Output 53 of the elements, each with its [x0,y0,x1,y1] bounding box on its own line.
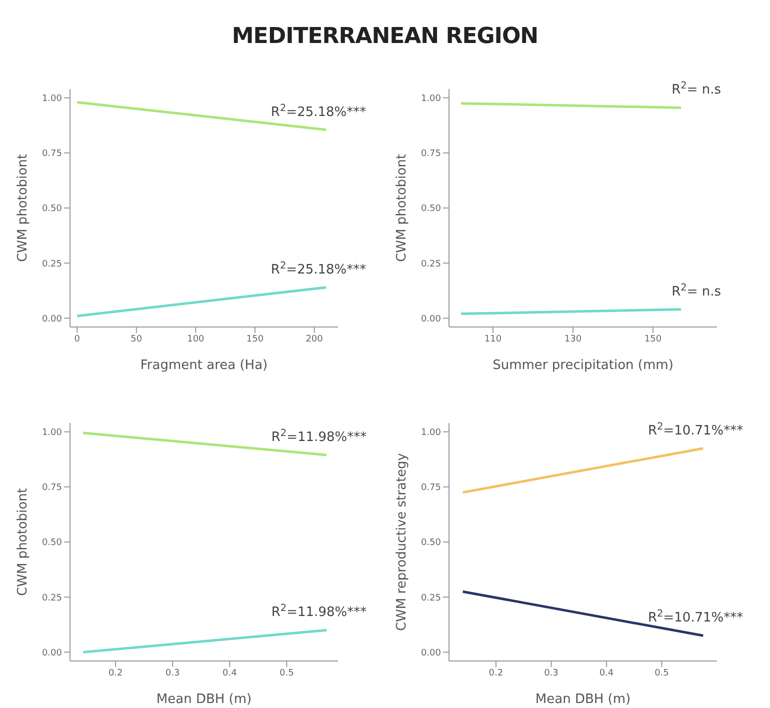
x-tick-label: 0.2 [488,668,504,678]
y-tick-label: 0.25 [420,593,441,604]
annotation: R$^{2}$= n.s [672,282,722,300]
y-tick-label: 0.00 [420,314,442,324]
annotation: R$^{2}$=10.71%*** [648,608,744,626]
y-tick-label: 0.25 [42,259,62,270]
y-axis-title: CWM photobiont [16,488,31,596]
x-tick-label: 0.5 [280,668,294,678]
y-tick-label: 0.00 [42,314,62,324]
annotation: R$^{2}$= n.s [672,80,722,98]
x-tick-label: 150 [644,334,662,344]
annotation: R$^{2}$=11.98%*** [271,427,368,445]
y-tick-label: 1.00 [42,428,62,438]
x-axis-title: Mean DBH (m) [156,692,252,707]
x-tick-label: 0.2 [108,668,123,678]
x-tick-label: 130 [564,334,582,344]
x-tick-label: 0 [74,334,80,344]
y-tick-label: 0.00 [420,648,442,658]
y-tick-label: 0.75 [420,149,441,160]
annotation: R$^{2}$=10.71%*** [648,420,744,438]
y-tick-label: 1.00 [420,94,442,104]
y-tick-label: 1.00 [420,428,442,438]
annotation: R$^{2}$=11.98%*** [271,602,368,620]
y-tick-label: 0.25 [42,593,62,604]
y-tick-label: 1.00 [42,94,62,104]
x-tick-label: 0.4 [222,668,238,678]
y-axis-title: CWM reproductive strategy [394,452,410,631]
y-tick-label: 0.75 [420,483,441,494]
x-axis-title: Mean DBH (m) [535,692,631,707]
y-axis-title: CWM photobiont [394,154,410,262]
y-tick-label: 0.50 [420,204,442,214]
x-tick-label: 0.3 [544,668,558,678]
annotation: R$^{2}$=25.18%*** [270,260,367,278]
x-tick-label: 150 [246,334,264,344]
y-tick-label: 0.50 [42,204,62,214]
y-tick-label: 0.50 [42,538,62,548]
y-tick-label: 0.25 [420,259,441,270]
x-tick-label: 110 [484,334,502,344]
x-axis-title: Summer precipitation (mm) [492,358,674,373]
x-axis-title: Fragment area (Ha) [140,358,268,373]
x-tick-label: 100 [187,334,205,344]
x-tick-label: 200 [306,334,324,344]
text: MEDITERRANEAN REGION [230,23,540,51]
annotation: R$^{2}$=25.18%*** [270,102,367,120]
x-tick-label: 0.3 [165,668,180,678]
y-tick-label: 0.50 [420,538,442,548]
x-tick-label: 0.5 [654,668,669,678]
y-tick-label: 0.00 [42,648,62,658]
y-tick-label: 0.75 [42,149,62,160]
x-tick-label: 50 [130,334,142,344]
x-tick-label: 0.4 [599,668,614,678]
y-axis-title: CWM photobiont [16,154,31,262]
y-tick-label: 0.75 [42,483,62,494]
